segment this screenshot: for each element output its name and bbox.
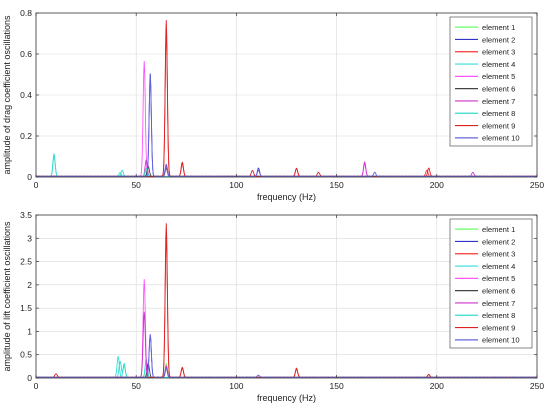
legend-entry: element 8 — [482, 109, 515, 118]
chart-2: 0 50 100 150 200 250 0 0.5 1 1.5 2 2.5 3 3.5 frequency… — [2, 210, 544, 403]
legend-entry: element 7 — [482, 97, 515, 106]
legend-entry: element 5 — [482, 274, 515, 283]
x-axis-label: frequency (Hz) — [257, 192, 316, 202]
legend-entry: element 2 — [482, 237, 515, 246]
x-tick-label: 100 — [229, 381, 243, 391]
y-tick-label: 3 — [27, 233, 32, 243]
y-tick-label: 2 — [27, 280, 32, 290]
x-tick-label: 50 — [131, 381, 141, 391]
legend-entry: element 7 — [482, 299, 515, 308]
series-line-10 — [35, 77, 538, 178]
legend-entry: element 5 — [482, 72, 515, 81]
y-tick-label: 0.4 — [20, 90, 32, 100]
legend: element 1 element 2 element 3 element 4 elem… — [449, 218, 533, 349]
y-tick-label: 3.5 — [20, 210, 32, 220]
x-tick-label: 100 — [229, 180, 243, 190]
x-tick-label: 200 — [430, 180, 444, 190]
legend-entry: element 3 — [482, 48, 515, 57]
legend-box — [449, 218, 533, 349]
y-axis-label: amplitude of drag coefficient oscillatio… — [2, 15, 12, 174]
y-tick-label: 1 — [27, 326, 32, 336]
legend-entry: element 10 — [482, 336, 520, 345]
x-tick-label: 0 — [34, 381, 39, 391]
legend-entry: element 8 — [482, 311, 515, 320]
x-tick-label: 150 — [330, 180, 344, 190]
legend-entry: element 2 — [482, 35, 515, 44]
y-tick-label: 0.6 — [20, 49, 32, 59]
x-tick-label: 250 — [530, 381, 544, 391]
legend-entry: element 4 — [482, 60, 515, 69]
x-tick-label: 50 — [131, 180, 141, 190]
legend-entry: element 6 — [482, 84, 515, 93]
legend-entry: element 10 — [482, 134, 520, 143]
x-tick-label: 250 — [530, 180, 544, 190]
legend-entry: element 6 — [482, 286, 515, 295]
plot-frame — [35, 214, 538, 379]
x-tick-label: 0 — [34, 180, 39, 190]
legend-box — [449, 16, 533, 147]
legend-entry: element 1 — [482, 225, 515, 234]
y-tick-label: 0.5 — [20, 350, 32, 360]
legend-entry: element 9 — [482, 121, 515, 130]
y-tick-label: 0 — [27, 172, 32, 182]
y-tick-label: 1.5 — [20, 303, 32, 313]
x-tick-label: 200 — [430, 381, 444, 391]
x-tick-label: 150 — [330, 381, 344, 391]
y-tick-label: 0.8 — [20, 8, 32, 18]
legend: element 1 element 2 element 3 element 4 elem… — [449, 16, 533, 147]
legend-entry: element 3 — [482, 250, 515, 259]
y-tick-label: 0.2 — [20, 131, 32, 141]
y-tick-label: 0 — [27, 373, 32, 383]
legend-entry: element 1 — [482, 23, 515, 32]
y-axis-label: amplitude of lift coefficient oscillatio… — [2, 221, 12, 371]
chart-1: 0 50 100 150 200 250 0 0.2 0.4 0.6 0.8 frequency (H… — [2, 8, 544, 202]
legend-entry: element 9 — [482, 323, 515, 332]
legend-entry: element 4 — [482, 262, 515, 271]
y-tick-label: 2.5 — [20, 257, 32, 267]
x-axis-label: frequency (Hz) — [257, 393, 316, 403]
series-line-10 — [35, 334, 538, 379]
